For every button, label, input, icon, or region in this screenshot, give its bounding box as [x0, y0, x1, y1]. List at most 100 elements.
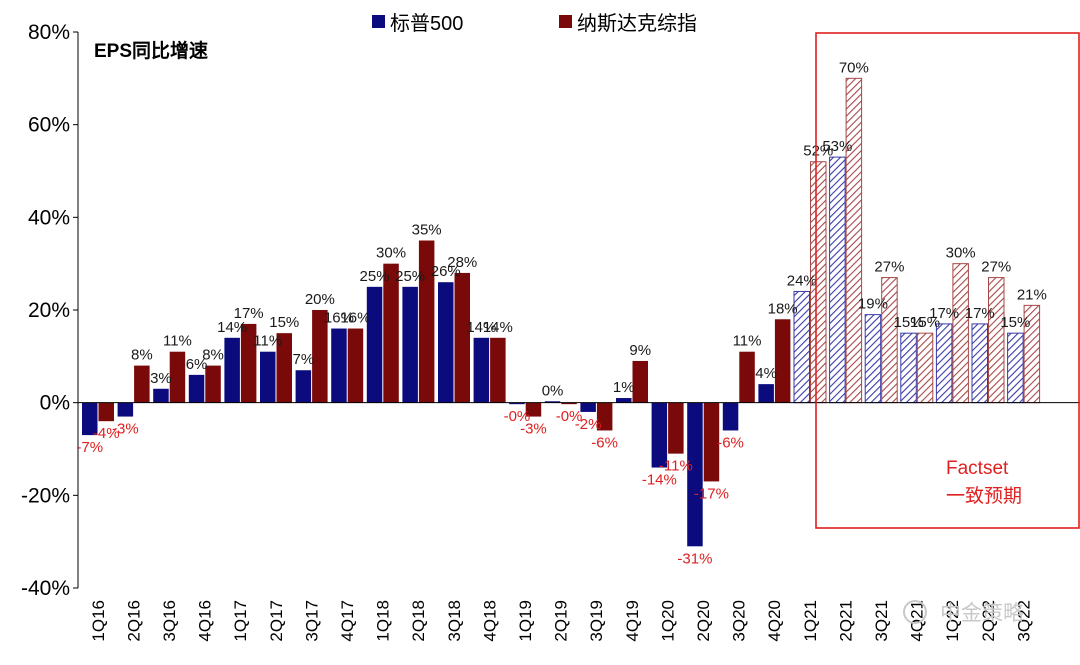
x-tick-label: 2Q17 — [267, 600, 286, 642]
data-label-sp500: 15% — [1000, 314, 1030, 331]
x-tick-label: 1Q22 — [943, 600, 962, 642]
x-tick-label: 2Q20 — [694, 600, 713, 642]
x-tick-label: 3Q19 — [587, 600, 606, 642]
data-label-sp500: 25% — [360, 268, 390, 285]
bar-nasdaq — [845, 77, 863, 404]
legend-label-nasdaq: 纳斯达克综指 — [577, 12, 697, 35]
bar-sp500 — [616, 398, 632, 403]
x-tick-label: 4Q20 — [765, 600, 784, 642]
bar-sp500 — [153, 388, 169, 403]
bar-nasdaq — [312, 310, 328, 403]
data-label-nasdaq: 8% — [202, 347, 224, 364]
annotation-factset: Factset — [946, 458, 1009, 479]
data-label-nasdaq: -6% — [591, 434, 618, 451]
data-label-nasdaq: -0% — [556, 408, 583, 425]
data-label-nasdaq: -4% — [93, 425, 120, 442]
legend-swatch-nasdaq — [559, 15, 572, 28]
data-label-sp500: 24% — [787, 272, 817, 289]
data-label-sp500: 7% — [293, 351, 315, 368]
bar-nasdaq — [668, 402, 684, 454]
bar-nasdaq — [988, 277, 1005, 404]
bar-nasdaq — [632, 360, 648, 403]
bar-sp500 — [722, 402, 739, 431]
bar-sp500 — [117, 402, 134, 417]
data-label-nasdaq: 9% — [629, 342, 651, 359]
bar-nasdaq — [916, 332, 934, 404]
x-tick-label: 1Q19 — [516, 600, 535, 642]
x-tick-label: 1Q21 — [801, 600, 820, 642]
bar-sp500 — [224, 337, 240, 403]
x-tick-label: 1Q17 — [231, 600, 250, 642]
y-tick-label: -40% — [21, 577, 70, 600]
chart-title: EPS同比增速 — [94, 39, 208, 62]
data-label-nasdaq: 21% — [1017, 286, 1047, 303]
y-tick-label: 0% — [40, 392, 70, 415]
bars-group — [82, 77, 1041, 547]
data-label-sp500: -2% — [575, 416, 602, 433]
x-tick-label: 4Q18 — [480, 600, 499, 642]
x-tick-label: 3Q17 — [302, 600, 321, 642]
data-label-nasdaq: 27% — [874, 259, 904, 276]
bar-nasdaq — [205, 365, 221, 403]
data-label-sp500: -3% — [112, 421, 139, 438]
data-label-nasdaq: 35% — [412, 222, 442, 239]
watermark-logo-icon — [903, 600, 927, 624]
bar-nasdaq — [561, 402, 577, 405]
bar-sp500 — [971, 323, 988, 404]
data-label-sp500: 26% — [431, 263, 461, 280]
data-label-sp500: -31% — [677, 550, 712, 567]
x-tick-label: 2Q22 — [979, 600, 998, 642]
data-label-nasdaq: 52% — [803, 143, 833, 160]
forecast-highlight-box — [815, 32, 1080, 529]
data-label-sp500: 4% — [755, 365, 777, 382]
data-label-sp500: 11% — [253, 333, 282, 350]
bar-nasdaq — [525, 402, 542, 417]
bar-sp500 — [331, 328, 347, 403]
x-tick-label: 3Q21 — [872, 600, 891, 642]
data-label-nasdaq: 11% — [733, 333, 762, 350]
data-label-sp500: -7% — [76, 439, 103, 456]
data-label-nasdaq: 70% — [839, 59, 869, 76]
bar-sp500 — [687, 402, 703, 547]
data-label-sp500: 6% — [186, 356, 208, 373]
x-tick-label: 2Q18 — [409, 600, 428, 642]
data-label-sp500: 14% — [217, 319, 247, 336]
bar-sp500 — [295, 370, 312, 403]
data-label-nasdaq: 15% — [910, 314, 940, 331]
data-label-nasdaq: 15% — [269, 314, 299, 331]
data-label-sp500: -6% — [717, 434, 744, 451]
bar-nasdaq — [774, 319, 791, 403]
data-label-sp500: 16% — [324, 310, 354, 327]
bar-nasdaq — [98, 402, 114, 422]
bar-nasdaq — [240, 323, 257, 403]
bar-nasdaq — [169, 351, 186, 403]
watermark-text: 中金策略 — [940, 602, 1024, 625]
bar-nasdaq — [952, 263, 969, 404]
data-label-nasdaq: 18% — [768, 300, 798, 317]
x-axis: 1Q16 2Q16 3Q16 4Q16 1Q17 2Q17 3Q17 4Q17 1Q18 2Q18… — [78, 402, 1080, 642]
bar-sp500 — [900, 332, 917, 404]
data-label-nasdaq: 28% — [447, 254, 477, 271]
data-label-nasdaq: 30% — [376, 245, 406, 262]
x-tick-label: 1Q16 — [89, 600, 108, 642]
bar-sp500 — [509, 402, 525, 405]
bar-sp500 — [473, 337, 490, 403]
data-label-sp500: 1% — [613, 379, 635, 396]
legend: 标普500 纳斯达克综指 — [372, 12, 697, 35]
data-label-sp500: 3% — [150, 370, 172, 387]
x-tick-label: 3Q18 — [445, 600, 464, 642]
bar-nasdaq — [347, 328, 364, 403]
data-label-sp500: 17% — [929, 305, 959, 322]
x-tick-label: 4Q16 — [196, 600, 215, 642]
bar-sp500 — [260, 351, 276, 403]
bar-nasdaq — [134, 365, 150, 403]
bar-sp500 — [82, 402, 98, 436]
x-tick-label: 4Q17 — [338, 600, 357, 642]
data-label-nasdaq: 11% — [163, 333, 192, 350]
x-tick-label: 1Q18 — [374, 600, 393, 642]
y-tick-label: 80% — [28, 21, 70, 44]
x-tick-label: 4Q19 — [623, 600, 642, 642]
data-label-sp500: 17% — [965, 305, 995, 322]
bar-sp500 — [864, 314, 882, 404]
